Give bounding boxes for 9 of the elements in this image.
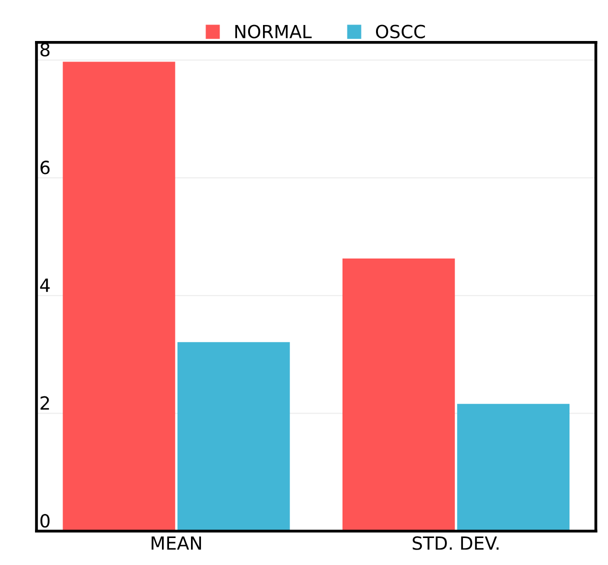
legend-label: NORMAL [235,24,312,38]
y-tick-label: 6 [40,160,50,174]
legend-label: OSCC [376,24,425,38]
x-tick-label: MEAN [152,536,201,550]
x-tick-label: STD. DEV. [412,536,499,550]
y-tick-label: 8 [40,42,50,57]
y-tick-label: 2 [40,396,49,410]
y-tick-label: 0 [40,514,50,528]
y-tick-label: 4 [40,278,50,292]
